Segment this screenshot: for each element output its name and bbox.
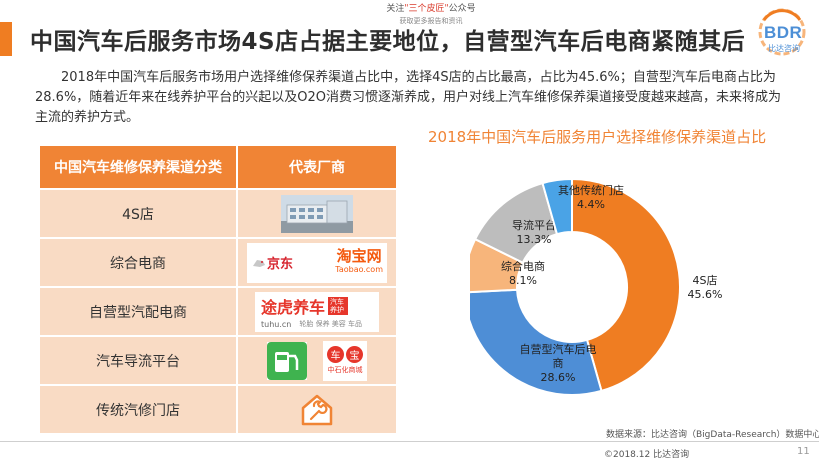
logo-subtitle: 比达咨询 — [768, 44, 800, 53]
row-category: 综合电商 — [110, 255, 166, 272]
tuhu-url: tuhu.cn — [261, 319, 292, 329]
slice-value-label: 4.4% — [577, 198, 605, 211]
footer-divider — [0, 441, 819, 442]
table-header: 中国汽车维修保养渠道分类 代表厂商 — [40, 146, 396, 188]
chebao-bao: 宝 — [346, 346, 363, 363]
jd-dog-icon — [253, 259, 265, 267]
guide-platform-logos: 车 宝 中石化商城 — [267, 340, 367, 381]
page-number: 11 — [797, 446, 810, 457]
slice-label: 导流平台 — [512, 218, 556, 232]
slice-label: 综合电商 — [501, 259, 545, 273]
donut-slice — [470, 288, 603, 396]
garage-wrench-icon — [297, 390, 337, 430]
tuhu-logo: 途虎养车 汽车养护 tuhu.cn 轮胎 保养 美容 车品 — [255, 291, 379, 332]
header-vendor: 代表厂商 — [289, 160, 345, 176]
watermark-pre: 关注 — [386, 4, 405, 14]
table-row: 传统汽修门店 — [40, 386, 396, 433]
logo-text: BDR — [764, 23, 803, 42]
donut-slice — [541, 177, 573, 236]
watermark: 关注"三个皮匠"公众号 获取更多报告和资讯 — [366, 3, 496, 27]
intro-paragraph: 2018年中国汽车后服务市场用户选择维修保养渠道占比中，选择4S店的占比最高，占… — [35, 70, 782, 125]
page-title: 中国汽车后服务市场4S店占据主要地位，自营型汽车后电商紧随其后 — [30, 29, 746, 55]
table-row: 综合电商 京东 淘宝网 Taobao.com — [40, 239, 396, 286]
slice-label: 自营型汽车后电 — [520, 342, 597, 356]
building-photo-icon — [281, 194, 353, 233]
table-row: 4S店 — [40, 190, 396, 237]
row-category: 汽车导流平台 — [96, 353, 180, 370]
ecommerce-logos: 京东 淘宝网 Taobao.com — [247, 242, 387, 283]
tuhu-tag: 汽车养护 — [328, 297, 349, 315]
copyright: ©2018.12 比达咨询 — [604, 450, 690, 460]
watermark-highlight: "三个皮匠" — [404, 4, 449, 14]
tuhu-services: 轮胎 保养 美容 车品 — [299, 320, 363, 328]
row-category: 4S店 — [122, 206, 154, 223]
chart-title: 2018年中国汽车后服务用户选择维修保养渠道占比 — [428, 128, 767, 146]
slice-value-label: 13.3% — [517, 233, 552, 246]
chebao-che: 车 — [327, 346, 344, 363]
slice-value-label: 45.6% — [688, 288, 723, 301]
chebao-logo: 车 宝 中石化商城 — [323, 340, 367, 381]
slice-value-label: 28.6% — [541, 371, 576, 384]
donut-slice — [571, 177, 681, 393]
row-category: 自营型汽配电商 — [89, 304, 187, 321]
jd-logo-text: 京东 — [267, 257, 294, 272]
header-category: 中国汽车维修保养渠道分类 — [54, 160, 222, 176]
taobao-logo-text: 淘宝网 — [336, 246, 382, 265]
slice-label: 其他传统门店 — [558, 183, 624, 197]
watermark-subline: 获取更多报告和资讯 — [399, 17, 463, 25]
taobao-url: Taobao.com — [335, 264, 383, 274]
watermark-post: 公众号 — [448, 4, 476, 14]
title-accent-bar — [0, 22, 12, 56]
slice-label: 4S店 — [693, 273, 718, 287]
fuel-pump-icon — [267, 341, 307, 380]
bdr-logo: BDR 比达咨询 — [756, 8, 810, 56]
logo-arc-icon — [758, 8, 806, 56]
tuhu-logo-text: 途虎养车 — [261, 298, 326, 317]
data-source: 数据来源：比达咨询（BigData-Research）数据中心 — [606, 430, 819, 440]
row-category: 传统汽修门店 — [96, 402, 180, 419]
sinopec-mall-text: 中石化商城 — [327, 366, 363, 374]
channel-table: 中国汽车维修保养渠道分类 代表厂商 4S店 综合电商 — [40, 146, 396, 435]
slice-label: 商 — [553, 356, 564, 370]
table-row: 自营型汽配电商 途虎养车 汽车养护 tuhu.cn 轮胎 保养 美容 车品 — [40, 288, 396, 335]
table-row: 汽车导流平台 车 宝 中石化商城 — [40, 337, 396, 384]
slice-value-label: 8.1% — [509, 274, 537, 287]
